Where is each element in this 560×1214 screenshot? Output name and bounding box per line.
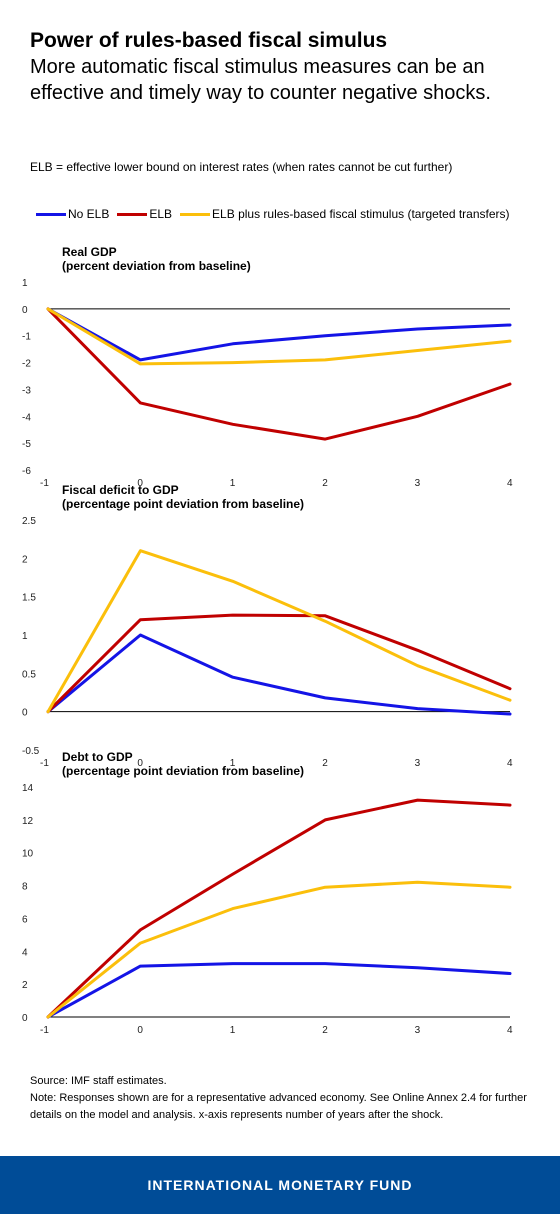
legend-item-elb-plus-fiscal: ELB plus rules-based fiscal stimulus (ta… (180, 207, 510, 221)
y-tick-label-real-gdp-5: -4 (22, 412, 31, 423)
y-tick-label-debt-to-gdp-2: 10 (22, 849, 34, 860)
x-tick-label-real-gdp-0: -1 (40, 478, 49, 489)
legend-label-no-elb: No ELB (68, 207, 110, 221)
footnotes: Source: IMF staff estimates. Note: Respo… (30, 1073, 540, 1124)
chart-fiscal-deficit: 2.5 2 1.5 1 0.5 0 -0.5-1 0 1 2 3 4 Fiscal deficit to… (22, 483, 513, 769)
y-tick-label-fiscal-deficit-2: 1.5 (22, 593, 36, 604)
legend-swatch-no-elb (36, 212, 66, 216)
legend-label-elb: ELB (149, 207, 173, 221)
y-tick-label-fiscal-deficit-5: 0 (22, 708, 28, 719)
y-tick-label-real-gdp-4: -3 (22, 385, 31, 396)
series-line-debt-to-gdp-elb (46, 798, 512, 1019)
x-tick-label-debt-to-gdp-4: 3 (415, 1025, 421, 1036)
legend-item-no-elb: No ELB (36, 207, 109, 221)
panel-subtitle-fiscal-deficit: (percentage point deviation from baselin… (62, 497, 304, 511)
y-tick-label-debt-to-gdp-1: 12 (22, 816, 34, 827)
series-line-fiscal-deficit-elb (46, 613, 512, 714)
series-line-fiscal-deficit-no-elb (46, 633, 512, 716)
x-tick-label-real-gdp-2: 1 (230, 478, 236, 489)
panel-title-real-gdp: Real GDP (62, 245, 117, 259)
y-tick-label-debt-to-gdp-6: 2 (22, 980, 28, 991)
y-tick-label-debt-to-gdp-7: 0 (22, 1013, 28, 1024)
y-tick-label-fiscal-deficit-3: 1 (22, 631, 28, 642)
x-tick-label-real-gdp-5: 4 (507, 478, 513, 489)
series-line-real-gdp-elb-plus-fiscal (46, 307, 512, 366)
x-tick-label-debt-to-gdp-5: 4 (507, 1025, 513, 1036)
y-tick-label-debt-to-gdp-0: 14 (22, 783, 34, 794)
panel-fiscal-deficit: 2.5 2 1.5 1 0.5 0 -0.5 -1 0 1 2 3 4 Fiscal deficit to… (0, 483, 560, 773)
x-tick-label-fiscal-deficit-2: 1 (230, 758, 236, 769)
legend-item-elb: ELB (117, 207, 172, 221)
y-tick-label-real-gdp-6: -5 (22, 439, 31, 450)
x-tick-label-fiscal-deficit-0: -1 (40, 758, 49, 769)
chart-real-gdp: 1 0 -1 -2 -3 -4 -5 -6 -1 0 1 2 3 4 Real GDP(percent de… (22, 245, 513, 489)
y-tick-label-real-gdp-7: -6 (22, 466, 31, 477)
legend-label-elb-plus-fiscal: ELB plus rules-based fiscal stimulus (ta… (212, 207, 510, 221)
x-tick-label-real-gdp-1: 0 (137, 478, 143, 489)
panel-title-fiscal-deficit: Fiscal deficit to GDP (62, 483, 179, 497)
series-line-debt-to-gdp-elb-plus-fiscal (46, 880, 512, 1019)
elb-definition-note: ELB = effective lower bound on interest … (30, 160, 453, 174)
series-line-real-gdp-no-elb (46, 307, 512, 362)
series-line-real-gdp-elb (46, 307, 512, 441)
series-line-debt-to-gdp-no-elb (46, 962, 512, 1019)
x-tick-label-real-gdp-4: 3 (415, 478, 421, 489)
x-tick-label-fiscal-deficit-3: 2 (322, 758, 328, 769)
y-tick-label-real-gdp-3: -2 (22, 359, 31, 370)
y-tick-label-debt-to-gdp-4: 6 (22, 914, 28, 925)
methodology-note: Note: Responses shown are for a represen… (30, 1092, 527, 1121)
panel-debt-to-gdp: 14 12 10 8 6 4 2 0 -1 0 1 2 3 4 Debt to GDP (percentage… (0, 750, 560, 1040)
x-tick-label-debt-to-gdp-0: -1 (40, 1025, 49, 1036)
panel-subtitle-real-gdp: (percent deviation from baseline) (62, 259, 251, 273)
y-tick-label-fiscal-deficit-1: 2 (22, 554, 28, 565)
panel-subtitle-debt-to-gdp: (percentage point deviation from baselin… (62, 764, 304, 778)
y-tick-label-real-gdp-1: 0 (22, 305, 28, 316)
imf-footer-banner: INTERNATIONAL MONETARY FUND (0, 1156, 560, 1214)
panel-title-debt-to-gdp: Debt to GDP (62, 750, 133, 764)
legend-swatch-elb (117, 212, 148, 216)
y-tick-label-debt-to-gdp-3: 8 (22, 882, 28, 893)
chart-title: Power of rules-based fiscal simulus (30, 29, 388, 52)
x-tick-label-fiscal-deficit-1: 0 (137, 758, 143, 769)
y-tick-label-debt-to-gdp-5: 4 (22, 947, 28, 958)
x-tick-label-debt-to-gdp-2: 1 (230, 1025, 236, 1036)
y-tick-label-real-gdp-0: 1 (22, 278, 28, 289)
panel-real-gdp: 1 0 -1 -2 -3 -4 -5 -6 -1 0 1 2 3 4 Real GDP (percent de… (0, 240, 560, 495)
y-tick-label-fiscal-deficit-0: 2.5 (22, 516, 36, 527)
x-tick-label-real-gdp-3: 2 (322, 478, 328, 489)
x-tick-label-fiscal-deficit-5: 4 (507, 758, 513, 769)
y-tick-label-real-gdp-2: -1 (22, 332, 31, 343)
y-tick-label-fiscal-deficit-4: 0.5 (22, 669, 36, 680)
chart-subtitle: More automatic fiscal stimulus measures … (30, 56, 491, 104)
x-tick-label-debt-to-gdp-1: 0 (137, 1025, 143, 1036)
x-tick-label-fiscal-deficit-4: 3 (415, 758, 421, 769)
legend-swatch-elb-plus-fiscal (180, 212, 211, 216)
series-line-fiscal-deficit-elb-plus-fiscal (46, 549, 512, 714)
y-tick-label-fiscal-deficit-6: -0.5 (22, 746, 40, 757)
x-tick-label-debt-to-gdp-3: 2 (322, 1025, 328, 1036)
source-note: Source: IMF staff estimates. (30, 1075, 167, 1087)
legend: No ELB ELB ELB plus rules-based fiscal s… (36, 207, 518, 221)
